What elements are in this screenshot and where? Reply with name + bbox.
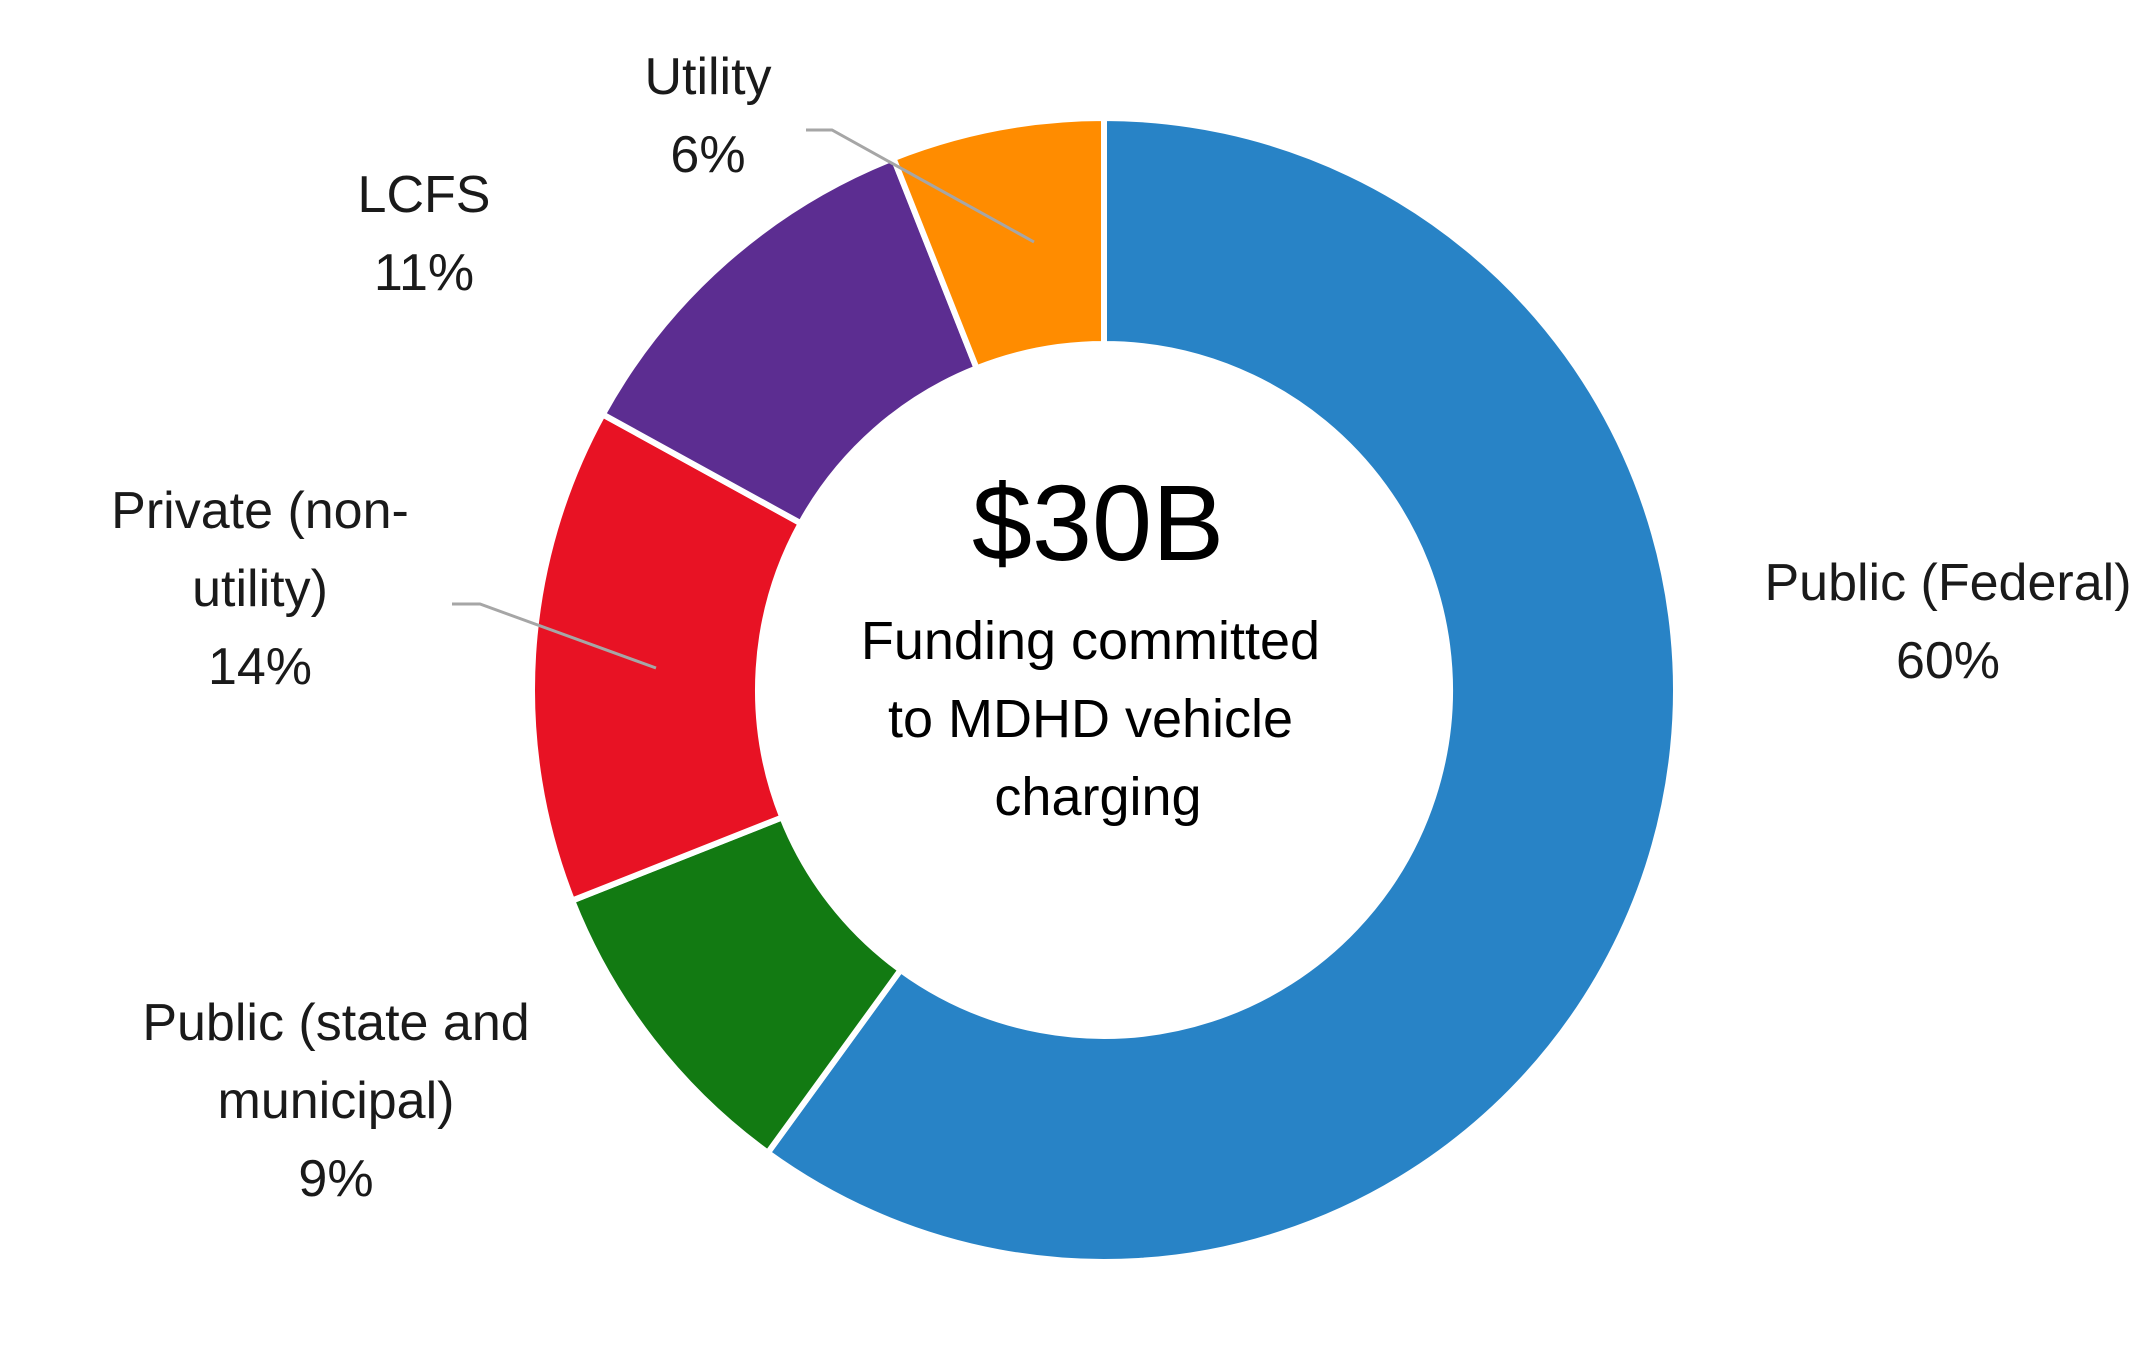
leader-lines	[452, 128, 1035, 670]
center-caption-line-3: charging	[994, 767, 1201, 827]
slice-value-label: 60%	[1896, 632, 2000, 690]
slice-labels: Public (Federal) 60% Public (state and muni…	[111, 48, 2131, 1208]
slice-value-label: 6%	[670, 126, 745, 184]
slice-label: Public (Federal) 60%	[1764, 554, 2131, 690]
leader-line	[452, 602, 657, 670]
donut-center: $30B Funding committed to MDHD vehicle c…	[861, 462, 1335, 827]
slice-label: Private (non-utility) 14%	[111, 482, 409, 696]
slice-name-label: Public (Federal)	[1764, 554, 2131, 612]
center-caption-line-1: Funding committed	[861, 611, 1320, 671]
slice-label: LCFS 11%	[358, 166, 491, 302]
slice-value-label: 9%	[298, 1150, 373, 1208]
slice-label: Utility 6%	[644, 48, 771, 184]
center-caption-line-2: to MDHD vehicle	[888, 689, 1293, 749]
center-total: $30B	[972, 462, 1224, 583]
slice-name-label: municipal)	[218, 1072, 455, 1130]
slice-public-federal	[763, 114, 1679, 1265]
slice-name-label: utility)	[192, 560, 328, 618]
slice-value-label: 14%	[208, 638, 312, 696]
slice-name-label: Public (state and	[142, 994, 529, 1052]
slice-value-label: 11%	[374, 244, 474, 302]
slice-name-label: LCFS	[358, 166, 491, 224]
center-caption: Funding committed to MDHD vehicle chargi…	[861, 611, 1335, 827]
slice-label: Public (state and municipal) 9%	[142, 994, 529, 1208]
slice-name-label: Utility	[644, 48, 771, 106]
slice-utility	[889, 114, 1107, 373]
leader-line	[806, 128, 1035, 244]
slice-private-non-utility	[529, 410, 805, 905]
donut-slices	[529, 114, 1679, 1265]
slice-name-label: Private (non-	[111, 482, 409, 540]
